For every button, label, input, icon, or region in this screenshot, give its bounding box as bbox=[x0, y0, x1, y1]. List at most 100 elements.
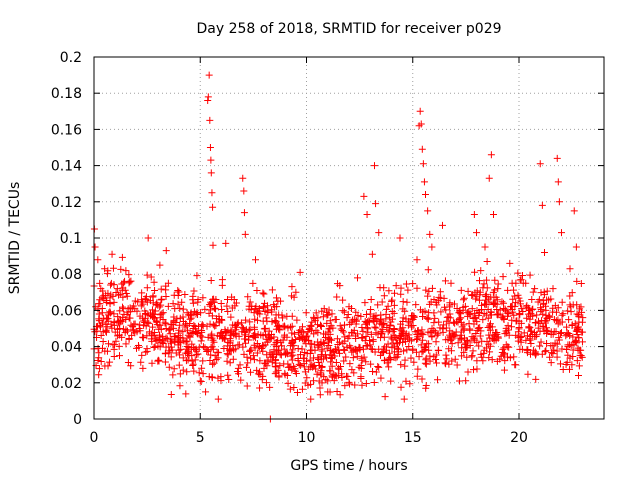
data-point bbox=[328, 310, 336, 318]
data-point bbox=[372, 200, 380, 208]
data-point bbox=[207, 306, 215, 314]
data-point bbox=[385, 356, 393, 364]
y-tick-label: 0.02 bbox=[51, 376, 82, 392]
data-point bbox=[314, 321, 322, 329]
data-point bbox=[390, 325, 398, 333]
data-point bbox=[264, 357, 272, 365]
data-point bbox=[374, 362, 382, 370]
data-point bbox=[95, 371, 103, 379]
data-point bbox=[424, 266, 432, 274]
data-point bbox=[242, 339, 250, 347]
data-point bbox=[547, 330, 555, 338]
data-point bbox=[489, 288, 497, 296]
data-point bbox=[323, 344, 331, 352]
grid bbox=[94, 57, 604, 419]
data-point bbox=[347, 305, 355, 313]
x-tick-label: 15 bbox=[404, 430, 422, 446]
data-point bbox=[118, 253, 126, 261]
y-tick-label: 0.1 bbox=[60, 231, 82, 247]
data-point bbox=[505, 310, 513, 318]
data-point bbox=[418, 326, 426, 334]
data-point bbox=[98, 305, 106, 313]
data-point bbox=[179, 328, 187, 336]
data-point bbox=[410, 313, 418, 321]
data-point bbox=[397, 290, 405, 298]
data-point bbox=[506, 259, 514, 267]
data-point bbox=[377, 329, 385, 337]
data-point bbox=[422, 191, 429, 199]
data-point bbox=[280, 333, 288, 341]
data-point bbox=[104, 267, 112, 275]
data-point bbox=[382, 310, 390, 318]
data-point bbox=[485, 340, 493, 348]
data-point bbox=[298, 345, 306, 353]
data-point bbox=[486, 348, 494, 356]
data-point bbox=[448, 357, 456, 365]
data-point bbox=[288, 292, 296, 300]
data-point bbox=[252, 302, 260, 310]
data-point bbox=[266, 383, 274, 391]
data-point bbox=[336, 322, 344, 330]
data-point bbox=[424, 207, 432, 215]
data-point bbox=[564, 351, 572, 359]
data-point bbox=[252, 256, 259, 264]
data-point bbox=[483, 258, 491, 266]
data-point bbox=[574, 346, 582, 354]
data-point bbox=[456, 377, 463, 385]
data-point bbox=[158, 310, 166, 318]
data-point bbox=[113, 325, 121, 333]
data-point bbox=[519, 307, 527, 315]
data-point bbox=[359, 327, 367, 335]
data-point bbox=[352, 346, 360, 354]
data-point bbox=[566, 265, 574, 273]
data-point bbox=[578, 308, 586, 316]
data-point bbox=[260, 359, 268, 367]
data-point bbox=[195, 322, 203, 330]
data-point bbox=[307, 380, 315, 388]
data-point bbox=[170, 365, 178, 373]
data-point bbox=[487, 308, 495, 316]
data-point bbox=[237, 376, 245, 384]
data-point bbox=[186, 315, 194, 323]
data-point bbox=[296, 333, 304, 341]
data-point bbox=[424, 292, 432, 300]
data-point bbox=[361, 337, 369, 345]
data-point bbox=[264, 306, 272, 314]
data-point bbox=[134, 341, 142, 349]
data-point bbox=[106, 308, 114, 316]
data-point bbox=[335, 346, 343, 354]
data-point bbox=[363, 210, 371, 218]
data-point bbox=[191, 356, 199, 364]
data-point bbox=[542, 347, 550, 355]
data-point bbox=[254, 307, 262, 315]
data-point bbox=[499, 273, 507, 281]
data-point bbox=[553, 154, 561, 162]
data-point bbox=[564, 343, 572, 351]
data-point bbox=[327, 358, 335, 366]
data-point bbox=[107, 281, 115, 289]
data-point bbox=[536, 319, 544, 327]
data-point bbox=[243, 382, 251, 390]
data-point bbox=[527, 310, 535, 318]
data-point bbox=[224, 307, 232, 315]
data-point bbox=[414, 365, 422, 373]
data-point bbox=[302, 309, 310, 317]
data-point bbox=[263, 317, 271, 325]
data-point bbox=[568, 321, 576, 329]
data-point bbox=[555, 198, 563, 206]
data-point bbox=[220, 335, 228, 343]
data-point bbox=[348, 348, 356, 356]
data-point bbox=[162, 320, 170, 328]
data-point bbox=[577, 280, 585, 288]
data-point bbox=[501, 305, 509, 313]
data-point bbox=[176, 304, 184, 312]
data-point bbox=[156, 321, 164, 329]
data-point bbox=[422, 360, 430, 368]
data-point bbox=[494, 334, 502, 342]
data-point bbox=[262, 379, 270, 387]
data-point bbox=[240, 209, 248, 217]
data-point bbox=[380, 348, 388, 356]
data-point bbox=[221, 335, 229, 343]
data-point bbox=[369, 337, 377, 345]
data-point bbox=[357, 375, 365, 383]
